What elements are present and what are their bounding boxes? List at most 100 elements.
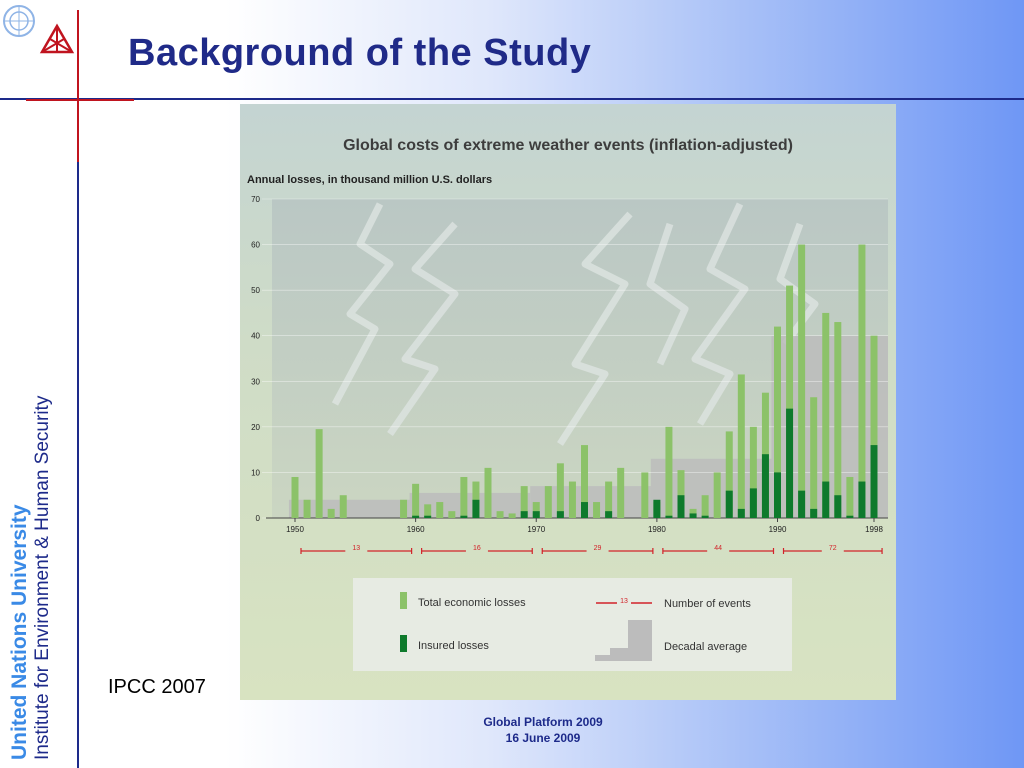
legend-events-label-bg bbox=[617, 596, 631, 605]
bar-total-1968 bbox=[508, 513, 516, 518]
bar-total-1969 bbox=[520, 486, 528, 518]
y-tick-label: 30 bbox=[251, 377, 260, 386]
bar-total-1986 bbox=[725, 431, 733, 518]
x-tick-label: 1998 bbox=[865, 525, 883, 534]
events-count-label: 16 bbox=[473, 545, 481, 552]
bar-insured-1995 bbox=[834, 495, 842, 518]
bar-total-1953 bbox=[327, 508, 335, 518]
bar-insured-1996 bbox=[846, 515, 854, 518]
bar-total-1951 bbox=[303, 499, 311, 518]
un-emblem-icon bbox=[3, 5, 35, 37]
bar-total-1998 bbox=[870, 335, 878, 518]
footer: Global Platform 2009 16 June 2009 bbox=[440, 714, 646, 746]
bar-insured-1984 bbox=[701, 515, 709, 518]
bar-insured-1997 bbox=[858, 481, 866, 518]
bar-insured-1989 bbox=[761, 454, 769, 518]
bar-total-1984 bbox=[701, 495, 709, 518]
legend-label-events: Number of events bbox=[664, 598, 751, 610]
bar-insured-1987 bbox=[737, 508, 745, 518]
bar-total-1992 bbox=[798, 244, 806, 519]
bar-insured-1991 bbox=[786, 408, 794, 518]
bar-insured-1964 bbox=[460, 515, 468, 518]
bar-total-1991 bbox=[786, 285, 794, 518]
bars bbox=[291, 244, 878, 519]
y-tick-label: 60 bbox=[251, 241, 260, 250]
y-tick-label: 0 bbox=[256, 514, 261, 523]
y-tick-label: 10 bbox=[251, 468, 260, 477]
university-name: United Nations University bbox=[8, 504, 31, 760]
bar-total-1977 bbox=[617, 467, 625, 518]
bar-insured-1990 bbox=[774, 472, 781, 518]
x-tick-label: 1960 bbox=[407, 525, 425, 534]
legend-swatch-total bbox=[400, 592, 407, 609]
bar-insured-1982 bbox=[677, 495, 685, 518]
sidebar-text: United Nations University Institute for … bbox=[8, 300, 54, 760]
bar-total-1995 bbox=[834, 322, 842, 518]
bar-insured-1965 bbox=[472, 499, 480, 518]
bar-total-1979 bbox=[641, 472, 649, 518]
footer-event: Global Platform 2009 bbox=[483, 715, 603, 729]
events-row: 13 16 29 44 72 bbox=[300, 545, 883, 554]
cross-vertical bbox=[77, 10, 79, 162]
y-tick-label: 20 bbox=[251, 423, 260, 432]
legend-swatch-insured bbox=[400, 635, 407, 652]
bar-total-1990 bbox=[774, 326, 781, 518]
cross-horizontal bbox=[26, 99, 134, 101]
legend: Total economic losses Insured losses 13 … bbox=[353, 578, 792, 671]
bar-total-1964 bbox=[460, 476, 468, 518]
legend-box bbox=[353, 578, 792, 671]
bar-insured-1969 bbox=[520, 511, 528, 518]
bar-insured-1972 bbox=[556, 511, 564, 518]
bar-total-1970 bbox=[532, 502, 540, 518]
legend-label-insured: Insured losses bbox=[418, 640, 489, 652]
events-count-label: 29 bbox=[594, 545, 602, 552]
x-tick-label: 1990 bbox=[769, 525, 787, 534]
bar-total-1959 bbox=[400, 499, 408, 518]
bar-total-1987 bbox=[737, 374, 745, 518]
chart: Global costs of extreme weather events (… bbox=[247, 137, 888, 671]
bar-total-1973 bbox=[568, 481, 576, 518]
bar-total-1985 bbox=[713, 472, 721, 518]
bar-total-1997 bbox=[858, 244, 866, 519]
bar-total-1981 bbox=[665, 426, 673, 518]
bar-total-1960 bbox=[412, 483, 420, 518]
y-axis: 0 10 20 30 40 50 60 70 bbox=[251, 195, 260, 523]
bar-total-1966 bbox=[484, 467, 492, 518]
bar-total-1971 bbox=[544, 486, 552, 518]
legend-events-sample: 13 bbox=[620, 598, 628, 605]
x-tick-label: 1980 bbox=[648, 525, 666, 534]
bar-total-1972 bbox=[556, 463, 564, 518]
bar-insured-1993 bbox=[810, 508, 818, 518]
bar-insured-1960 bbox=[412, 515, 420, 518]
x-axis: 1950 1960 1970 1980 1990 1998 bbox=[286, 518, 883, 534]
events-count-label: 44 bbox=[714, 545, 722, 552]
bar-insured-1986 bbox=[725, 490, 733, 518]
bar-total-1974 bbox=[581, 445, 588, 518]
bar-insured-1981 bbox=[665, 515, 673, 518]
y-tick-label: 50 bbox=[251, 286, 260, 295]
bar-total-1996 bbox=[846, 476, 854, 518]
bar-insured-1970 bbox=[532, 511, 540, 518]
y-tick-label: 70 bbox=[251, 195, 260, 204]
bar-total-1988 bbox=[749, 426, 757, 518]
bar-insured-1992 bbox=[798, 490, 806, 518]
bar-insured-1994 bbox=[822, 481, 830, 518]
footer-date: 16 June 2009 bbox=[505, 731, 581, 745]
x-tick-label: 1970 bbox=[527, 525, 545, 534]
bar-insured-1961 bbox=[424, 515, 432, 518]
source-label: IPCC 2007 bbox=[108, 676, 206, 698]
bar-total-1994 bbox=[822, 312, 830, 518]
bar-total-1954 bbox=[339, 495, 347, 518]
chart-subtitle: Annual losses, in thousand million U.S. … bbox=[247, 174, 492, 186]
bar-total-1993 bbox=[810, 397, 818, 518]
x-tick-label: 1950 bbox=[286, 525, 304, 534]
legend-label-decadal: Decadal average bbox=[664, 641, 747, 653]
slide-title: Background of the Study bbox=[128, 32, 592, 74]
bar-insured-1998 bbox=[870, 445, 878, 518]
grid bbox=[262, 198, 888, 519]
events-count-label: 72 bbox=[829, 545, 837, 552]
legend-swatch-decadal bbox=[595, 620, 652, 661]
bar-total-1982 bbox=[677, 470, 685, 518]
header-rule bbox=[0, 98, 1024, 100]
chart-title: Global costs of extreme weather events (… bbox=[343, 137, 793, 154]
